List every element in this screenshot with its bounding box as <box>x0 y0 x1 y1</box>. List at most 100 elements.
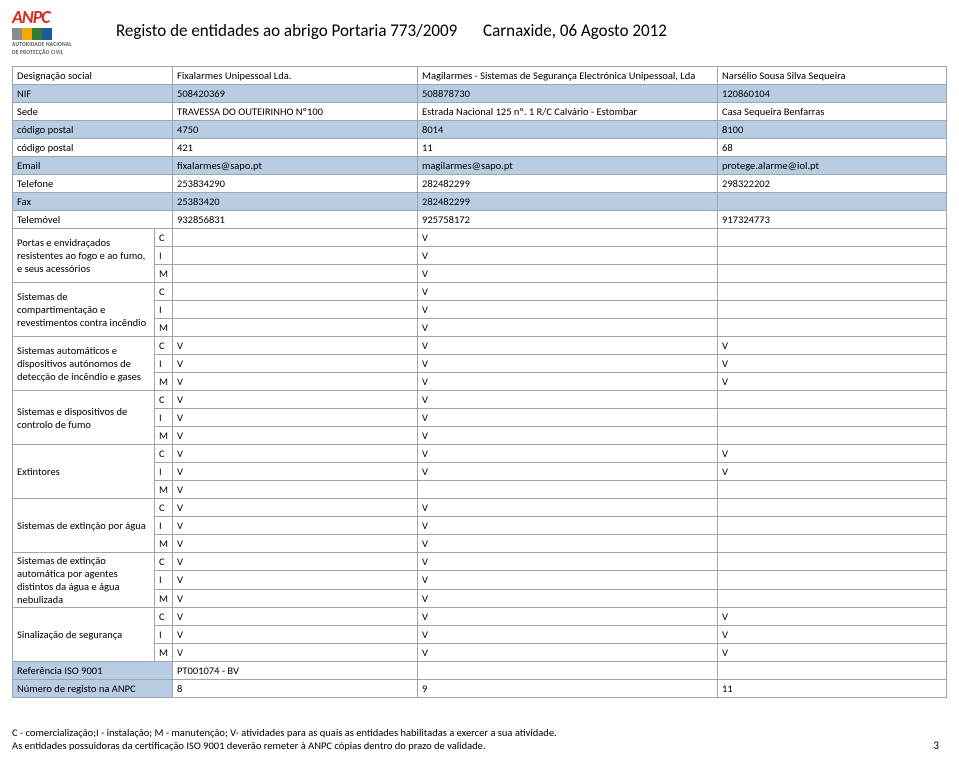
cat6-c-e2: V <box>418 499 718 517</box>
cat1-c-e3 <box>718 229 947 247</box>
row-num-reg: Número de registo na ANPC 8 9 11 <box>13 680 947 698</box>
cim-i: I <box>155 247 173 265</box>
e1-telefone: 253834290 <box>173 175 418 193</box>
e2-ref-iso <box>418 662 718 680</box>
label-cp1: código postal <box>13 121 173 139</box>
cat6-i-e2: V <box>418 517 718 535</box>
cim-i: I <box>155 409 173 427</box>
cat8-c-e2: V <box>418 608 718 626</box>
cat1-m-e1 <box>173 265 418 283</box>
anpc-logo: ANPC AUTORIDADE NACIONAL DE PROTECÇÃO CI… <box>12 8 100 52</box>
cat8-m-e3: V <box>718 644 947 662</box>
e2-email: magilarmes@sapo.pt <box>418 157 718 175</box>
entities-table: Designação social Fixalarmes Unipessoal … <box>12 66 947 698</box>
cat5-c-e1: V <box>173 445 418 463</box>
e2-designacao: Magilarmes - Sistemas de Segurança Elect… <box>418 67 718 85</box>
cim-c: C <box>155 608 173 626</box>
cat5-i-e1: V <box>173 463 418 481</box>
cat4-i-e2: V <box>418 409 718 427</box>
cim-m: M <box>155 644 173 662</box>
cat3-m-e3: V <box>718 373 947 391</box>
e2-sede: Estrada Nacional 125 nº. 1 R/C Calvário … <box>418 103 718 121</box>
label-telefone: Telefone <box>13 175 173 193</box>
cat4-c-e3 <box>718 391 947 409</box>
cat6-i-e1: V <box>173 517 418 535</box>
row-telemovel: Telemóvel 932856831 925758172 917324773 <box>13 211 947 229</box>
row-ref-iso: Referência ISO 9001 PT001074 - BV <box>13 662 947 680</box>
row-cat3-c: Sistemas automáticos e dispositivos autó… <box>13 337 947 355</box>
cat8-i-e1: V <box>173 626 418 644</box>
cat4-c-e1: V <box>173 391 418 409</box>
row-email: Email fixalarmes@sapo.pt magilarmes@sapo… <box>13 157 947 175</box>
e1-email: fixalarmes@sapo.pt <box>173 157 418 175</box>
label-cat7: Sistemas de extinção automática por agen… <box>13 553 155 608</box>
cat4-i-e3 <box>718 409 947 427</box>
logo-text: ANPC <box>12 8 100 26</box>
cat2-c-e3 <box>718 283 947 301</box>
cat1-i-e2: V <box>418 247 718 265</box>
e1-fax: 25383420 <box>173 193 418 211</box>
row-cat4-c: Sistemas e dispositivos de controlo de f… <box>13 391 947 409</box>
cat2-i-e1 <box>173 301 418 319</box>
cat6-m-e3 <box>718 535 947 553</box>
cat2-m-e2: V <box>418 319 718 337</box>
cat4-c-e2: V <box>418 391 718 409</box>
cat1-c-e2: V <box>418 229 718 247</box>
cim-m: M <box>155 319 173 337</box>
cat3-m-e1: V <box>173 373 418 391</box>
logo-waves-icon <box>12 28 100 40</box>
label-ref-iso: Referência ISO 9001 <box>13 662 173 680</box>
cat4-m-e1: V <box>173 427 418 445</box>
label-cp2: código postal <box>13 139 173 157</box>
cat4-m-e3 <box>718 427 947 445</box>
cat3-i-e1: V <box>173 355 418 373</box>
cat8-m-e2: V <box>418 644 718 662</box>
cim-i: I <box>155 626 173 644</box>
e2-telefone: 282482299 <box>418 175 718 193</box>
cat7-m-e1: V <box>173 589 418 607</box>
cim-c: C <box>155 391 173 409</box>
e2-cp2: 11 <box>418 139 718 157</box>
cat6-m-e2: V <box>418 535 718 553</box>
cim-c: C <box>155 499 173 517</box>
cat8-m-e1: V <box>173 644 418 662</box>
cat1-m-e3 <box>718 265 947 283</box>
cat3-i-e2: V <box>418 355 718 373</box>
footer-line-1: C - comercialização;I - instalação; M - … <box>12 726 933 739</box>
cat1-i-e3 <box>718 247 947 265</box>
cat5-c-e3: V <box>718 445 947 463</box>
row-designacao: Designação social Fixalarmes Unipessoal … <box>13 67 947 85</box>
row-fax: Fax 25383420 282482299 <box>13 193 947 211</box>
cat7-c-e1: V <box>173 553 418 571</box>
label-cat1: Portas e envidraçados resistentes ao fog… <box>13 229 155 283</box>
cim-c: C <box>155 229 173 247</box>
cim-i: I <box>155 355 173 373</box>
e2-nif: 508878730 <box>418 85 718 103</box>
title-left: Registo de entidades ao abrigo Portaria … <box>116 20 457 41</box>
cat3-i-e3: V <box>718 355 947 373</box>
cim-c: C <box>155 283 173 301</box>
page-title: Registo de entidades ao abrigo Portaria … <box>116 20 667 41</box>
cat5-c-e2: V <box>418 445 718 463</box>
cim-c: C <box>155 553 173 571</box>
e1-cp1: 4750 <box>173 121 418 139</box>
cim-m: M <box>155 481 173 499</box>
e1-designacao: Fixalarmes Unipessoal Lda. <box>173 67 418 85</box>
title-right: Carnaxide, 06 Agosto 2012 <box>483 20 667 41</box>
cat7-m-e3 <box>718 589 947 607</box>
cat3-c-e2: V <box>418 337 718 355</box>
e3-sede: Casa Sequeira Benfarras <box>718 103 947 121</box>
row-telefone: Telefone 253834290 282482299 298322202 <box>13 175 947 193</box>
cat7-i-e2: V <box>418 571 718 589</box>
cim-m: M <box>155 589 173 607</box>
e1-telemovel: 932856831 <box>173 211 418 229</box>
cat2-i-e2: V <box>418 301 718 319</box>
e2-num-reg: 9 <box>418 680 718 698</box>
e1-ref-iso: PT001074 - BV <box>173 662 418 680</box>
row-cat5-c: Extintores C V V V <box>13 445 947 463</box>
cat8-i-e3: V <box>718 626 947 644</box>
cim-c: C <box>155 445 173 463</box>
row-cat8-c: Sinalização de segurança C V V V <box>13 608 947 626</box>
cat2-c-e1 <box>173 283 418 301</box>
cat2-i-e3 <box>718 301 947 319</box>
